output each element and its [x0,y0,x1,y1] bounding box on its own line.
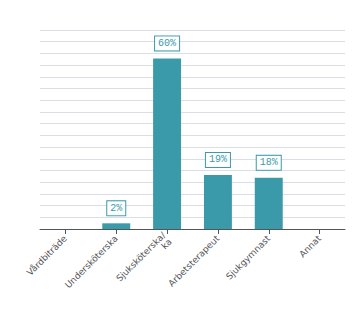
svg-text:18%: 18% [260,157,278,168]
svg-text:60%: 60% [158,38,176,49]
svg-text:Annat: Annat [297,233,323,259]
svg-text:Sjukgymnast: Sjukgymnast [224,233,273,282]
svg-text:Undersköterska: Undersköterska [63,233,120,290]
svg-text:ka: ka [159,237,174,252]
svg-text:Sjuksköterska/: Sjuksköterska/ [114,230,168,284]
svg-text:Vårdbiträde: Vårdbiträde [25,233,69,277]
svg-text:2%: 2% [110,203,122,214]
svg-text:19%: 19% [209,154,227,165]
svg-text:Arbetsterapeut: Arbetsterapeut [166,233,221,288]
